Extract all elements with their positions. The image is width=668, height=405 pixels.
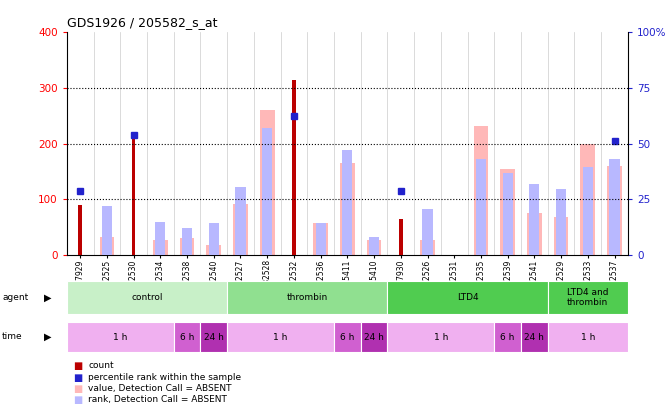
Bar xyxy=(494,322,521,352)
Bar xyxy=(78,205,82,255)
Bar xyxy=(315,223,326,255)
Bar xyxy=(182,228,192,255)
Text: ■: ■ xyxy=(73,384,83,394)
Bar xyxy=(474,126,488,255)
Text: ▶: ▶ xyxy=(44,332,52,342)
Bar xyxy=(399,219,403,255)
Text: count: count xyxy=(88,361,114,370)
Bar xyxy=(548,322,628,352)
Bar xyxy=(422,209,433,255)
Text: LTD4: LTD4 xyxy=(457,293,478,302)
Bar xyxy=(554,217,568,255)
Text: ■: ■ xyxy=(73,373,83,383)
Text: 24 h: 24 h xyxy=(204,333,224,342)
Bar xyxy=(262,128,273,255)
Bar xyxy=(342,150,353,255)
Bar xyxy=(180,239,194,255)
Text: 24 h: 24 h xyxy=(364,333,384,342)
Bar xyxy=(233,204,248,255)
Bar xyxy=(521,322,548,352)
Text: value, Detection Call = ABSENT: value, Detection Call = ABSENT xyxy=(88,384,232,393)
Text: 1 h: 1 h xyxy=(273,333,288,342)
Text: 6 h: 6 h xyxy=(180,333,194,342)
Bar xyxy=(367,240,381,255)
Bar xyxy=(102,206,112,255)
Bar xyxy=(67,322,174,352)
Bar xyxy=(500,169,515,255)
Bar xyxy=(208,223,219,255)
Bar xyxy=(227,322,334,352)
Text: ▶: ▶ xyxy=(44,293,52,303)
Bar xyxy=(235,187,246,255)
Bar xyxy=(556,190,566,255)
Bar xyxy=(502,173,513,255)
Text: 6 h: 6 h xyxy=(340,333,355,342)
Text: ■: ■ xyxy=(73,395,83,405)
Bar xyxy=(313,223,328,255)
Bar xyxy=(609,159,620,255)
Text: time: time xyxy=(2,333,23,341)
Bar xyxy=(100,237,114,255)
Text: GDS1926 / 205582_s_at: GDS1926 / 205582_s_at xyxy=(67,16,217,29)
Bar xyxy=(529,184,540,255)
Text: agent: agent xyxy=(2,293,28,302)
Bar xyxy=(361,322,387,352)
Text: rank, Detection Call = ABSENT: rank, Detection Call = ABSENT xyxy=(88,395,227,404)
Text: 24 h: 24 h xyxy=(524,333,544,342)
Bar xyxy=(260,110,275,255)
Bar xyxy=(67,281,227,314)
Text: thrombin: thrombin xyxy=(287,293,328,302)
Bar xyxy=(200,322,227,352)
Bar xyxy=(476,159,486,255)
Text: LTD4 and
thrombin: LTD4 and thrombin xyxy=(567,288,609,307)
Bar xyxy=(387,281,548,314)
Bar xyxy=(206,245,221,255)
Bar xyxy=(387,322,494,352)
Text: 1 h: 1 h xyxy=(580,333,595,342)
Bar xyxy=(155,222,166,255)
Bar xyxy=(548,281,628,314)
Text: ■: ■ xyxy=(73,361,83,371)
Text: 6 h: 6 h xyxy=(500,333,515,342)
Text: percentile rank within the sample: percentile rank within the sample xyxy=(88,373,241,382)
Bar xyxy=(292,80,296,255)
Text: 1 h: 1 h xyxy=(113,333,128,342)
Bar xyxy=(334,322,361,352)
Text: control: control xyxy=(131,293,163,302)
Bar xyxy=(340,163,355,255)
Bar xyxy=(420,240,435,255)
Bar xyxy=(227,281,387,314)
Bar xyxy=(153,240,168,255)
Bar xyxy=(607,166,622,255)
Bar xyxy=(527,213,542,255)
Bar xyxy=(369,237,379,255)
Bar xyxy=(174,322,200,352)
Bar xyxy=(132,138,136,255)
Text: 1 h: 1 h xyxy=(434,333,448,342)
Bar xyxy=(582,167,593,255)
Bar xyxy=(580,144,595,255)
